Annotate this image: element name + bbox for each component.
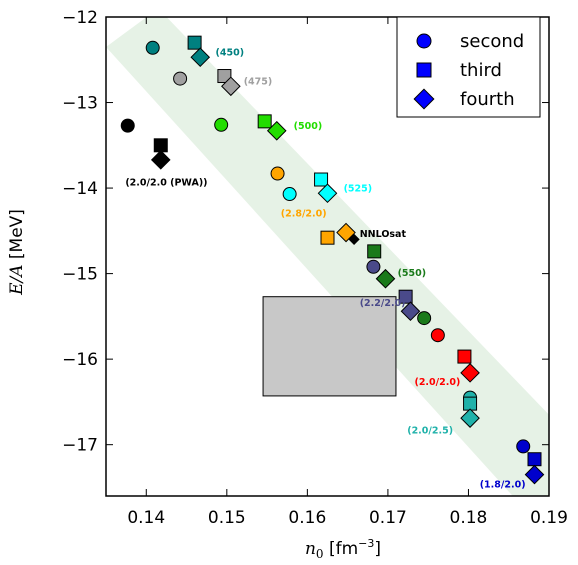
data-point-fourth bbox=[375, 268, 396, 289]
point-annotation: (525) bbox=[344, 183, 373, 194]
data-point-third bbox=[457, 349, 472, 364]
x-tick-label: 0.16 bbox=[288, 508, 326, 528]
data-point-third bbox=[217, 69, 232, 84]
data-point-fourth bbox=[221, 76, 241, 97]
x-tick-label: 0.14 bbox=[127, 508, 165, 528]
data-point-second bbox=[145, 40, 160, 55]
y-axis-ticks: −12 −13 −14 −15 −16 −17 bbox=[62, 8, 549, 456]
data-point-second bbox=[417, 311, 432, 326]
y-tick-label: −13 bbox=[62, 94, 98, 114]
data-point-fourth bbox=[266, 120, 287, 141]
legend: second third fourth bbox=[396, 16, 541, 118]
legend-label: second bbox=[460, 31, 524, 52]
data-point-third bbox=[187, 35, 202, 50]
x-axis-label: n0 [fm−3] bbox=[305, 537, 381, 561]
point-annotation: (500) bbox=[294, 121, 323, 132]
data-point-fourth bbox=[524, 464, 545, 485]
data-point-fourth bbox=[336, 222, 356, 243]
y-tick-label: −16 bbox=[62, 350, 98, 370]
y-tick-label: −15 bbox=[62, 265, 98, 285]
data-point-third bbox=[314, 172, 329, 187]
x-tick-label: 0.15 bbox=[208, 508, 246, 528]
point-annotation: (1.8/2.0) bbox=[480, 479, 526, 490]
legend-label: third bbox=[460, 60, 502, 81]
empirical-saturation-box bbox=[262, 296, 397, 397]
data-point-fourth bbox=[190, 47, 211, 68]
legend-marker-third bbox=[416, 62, 432, 78]
legend-label: fourth bbox=[460, 89, 515, 110]
data-point-third bbox=[527, 452, 542, 467]
x-tick-label: 0.19 bbox=[530, 508, 568, 528]
point-annotation: (2.0/2.5) bbox=[407, 426, 453, 437]
data-point-fourth bbox=[150, 150, 171, 170]
data-point-third bbox=[320, 230, 335, 245]
data-point-second bbox=[270, 166, 285, 181]
data-point-second bbox=[173, 71, 188, 86]
markers bbox=[120, 35, 545, 485]
point-annotation: (2.0/2.0 (PWA)) bbox=[125, 178, 207, 189]
x-tick-label: 0.18 bbox=[450, 508, 488, 528]
data-point-second bbox=[214, 117, 229, 132]
data-point-second bbox=[282, 187, 297, 202]
point-annotation: (550) bbox=[398, 268, 427, 279]
data-point-second bbox=[430, 328, 445, 343]
x-axis-ticks: 0.14 0.15 0.16 0.17 0.18 0.19 bbox=[127, 17, 568, 528]
legend-entries: second third fourth bbox=[413, 31, 524, 110]
legend-marker-fourth bbox=[413, 88, 435, 110]
data-point-third bbox=[367, 244, 382, 259]
point-annotation: NNLOsat bbox=[360, 229, 407, 240]
y-axis-label: E/A [MeV] bbox=[7, 209, 27, 296]
y-tick-label: −14 bbox=[62, 179, 98, 199]
legend-marker-second bbox=[416, 33, 432, 49]
point-annotation: (2.8/2.0) bbox=[281, 208, 327, 219]
data-point-third bbox=[153, 138, 168, 153]
point-annotation: (2.2/2.0) bbox=[360, 298, 406, 309]
data-point-fourth bbox=[460, 408, 480, 428]
data-point-second bbox=[366, 259, 381, 274]
data-point-third bbox=[463, 396, 478, 411]
data-point-fourth bbox=[348, 233, 360, 245]
uncertainty-band bbox=[106, 17, 549, 496]
data-point-fourth bbox=[400, 301, 421, 322]
plot-content: (450) (475) (500) (525) (2.8/2.0) (2.0/2.0 (P… bbox=[106, 17, 549, 496]
point-annotation: (475) bbox=[244, 77, 273, 88]
data-point-fourth bbox=[317, 183, 338, 204]
point-annotations: (450) (475) (500) (525) (2.8/2.0) (2.0/2.0 (P… bbox=[125, 47, 525, 490]
point-annotation: (2.0/2.0) bbox=[414, 377, 460, 388]
point-annotation: (450) bbox=[216, 47, 245, 58]
x-tick-label: 0.17 bbox=[369, 508, 407, 528]
y-tick-label: −12 bbox=[62, 8, 98, 28]
data-point-third bbox=[398, 289, 413, 304]
data-point-second bbox=[120, 118, 135, 133]
data-point-second bbox=[516, 439, 531, 454]
y-tick-label: −17 bbox=[62, 436, 98, 456]
plot-frame bbox=[105, 16, 550, 497]
data-point-third bbox=[257, 114, 272, 129]
data-point-fourth bbox=[460, 363, 480, 383]
